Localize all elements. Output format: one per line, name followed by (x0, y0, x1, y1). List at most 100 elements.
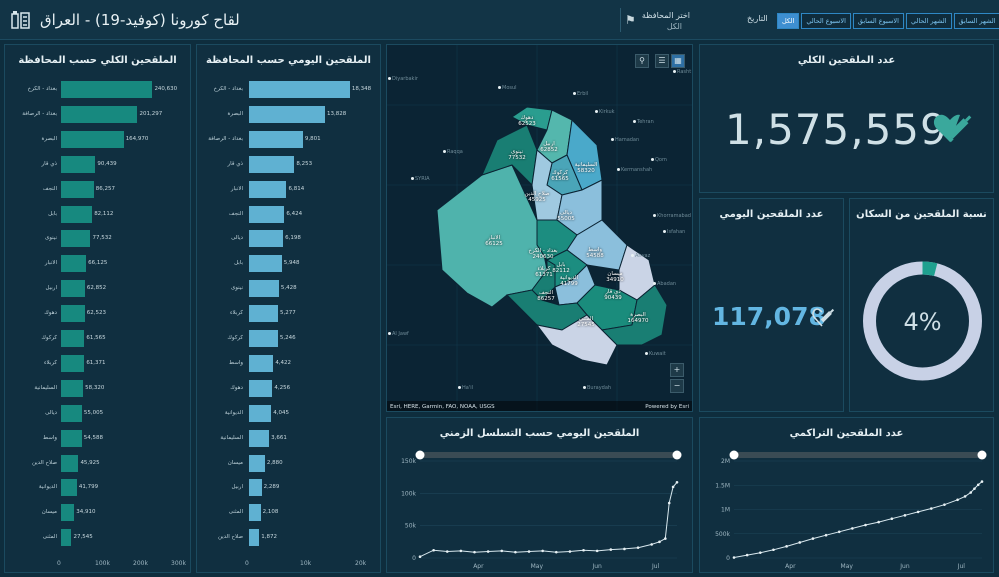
bar-row[interactable]: المثنى 2,108 (197, 504, 380, 522)
bar-row[interactable]: اربيل 2,289 (197, 479, 380, 497)
bar-row[interactable]: بغداد - الكرخ 18,348 (197, 81, 380, 98)
bar[interactable] (61, 155, 96, 173)
bar-row[interactable]: ميسان 34,910 (5, 504, 190, 522)
bar[interactable] (249, 155, 295, 173)
bar-row[interactable]: صلاح الدين 1,872 (197, 529, 380, 547)
map-list-button[interactable]: ☰ (655, 54, 669, 68)
map-region-label[interactable]: ديالى 55005 (549, 210, 583, 222)
bar-row[interactable]: السليمانية 3,661 (197, 429, 380, 447)
bar[interactable] (61, 454, 79, 472)
bar[interactable] (61, 105, 138, 123)
map-region-label[interactable]: صلاح الدين 45925 (520, 191, 554, 203)
bar[interactable] (249, 429, 270, 447)
bar-row[interactable]: بغداد - الرصافة 9,801 (197, 130, 380, 148)
bar-row[interactable]: كركوك 5,246 (197, 330, 380, 347)
bar[interactable] (61, 280, 85, 298)
bar[interactable] (249, 130, 303, 148)
bar-row[interactable]: النجف 86,257 (5, 180, 190, 198)
map-region-label[interactable]: النجف 86257 (529, 290, 563, 302)
map-region-label[interactable]: الديوانية 41799 (552, 275, 586, 287)
bar[interactable] (61, 81, 153, 98)
bar-row[interactable]: الانبار 66,125 (5, 255, 190, 273)
map-region-label[interactable]: نينوى 77532 (500, 149, 534, 161)
bar[interactable] (61, 230, 91, 248)
bar-row[interactable]: ديالى 55,005 (5, 404, 190, 422)
bar[interactable] (61, 205, 93, 223)
bar[interactable] (249, 205, 285, 223)
bar[interactable] (249, 529, 260, 547)
bar-row[interactable]: صلاح الدين 45,925 (5, 454, 190, 472)
bar[interactable] (61, 529, 72, 547)
bar-row[interactable]: الديوانية 4,045 (197, 404, 380, 422)
date-tab-current-month[interactable]: الشهر الحالي (905, 13, 952, 29)
bar-row[interactable]: واسط 54,588 (5, 429, 190, 447)
map-region-label[interactable]: كركوك 61565 (543, 170, 577, 182)
map-grid-button[interactable]: ▦ (671, 54, 685, 68)
bar-row[interactable]: ديالى 6,198 (197, 230, 380, 248)
bar[interactable] (249, 180, 287, 198)
bar[interactable] (61, 379, 84, 397)
map-region-label[interactable]: المثنى 27545 (569, 316, 603, 328)
iraq-map[interactable]: دهوك 62523 اربيل 62852 نينوى 77532 السليمانية 5… (386, 44, 693, 412)
bar[interactable] (61, 305, 85, 323)
map-region-label[interactable]: بغداد - الكرخ 240630 (526, 248, 560, 260)
map-region-label[interactable]: السليمانية 58320 (569, 162, 603, 174)
zoom-out-button[interactable]: − (670, 379, 684, 393)
bar[interactable] (249, 105, 326, 123)
bar[interactable] (249, 330, 278, 347)
province-filter[interactable]: ⚑ اختر المحافظة الكل (620, 8, 730, 32)
bar-row[interactable]: ميسان 2,880 (197, 454, 380, 472)
bar[interactable] (249, 305, 279, 323)
bar-row[interactable]: السليمانية 58,320 (5, 379, 190, 397)
bar-row[interactable]: كركوك 61,565 (5, 330, 190, 347)
bar[interactable] (249, 280, 279, 298)
bar-row[interactable]: المثنى 27,545 (5, 529, 190, 547)
date-tab-current-week[interactable]: الاسبوع الحالي (801, 13, 851, 29)
bar-row[interactable]: واسط 4,422 (197, 354, 380, 372)
date-tab-previous-week[interactable]: الاسبوع السابق (852, 13, 904, 29)
bar[interactable] (249, 504, 261, 522)
map-region-label[interactable]: ميسان 34910 (598, 271, 632, 283)
map-region-label[interactable]: الانبار 66125 (477, 235, 511, 247)
map-region-label[interactable]: دهوك 62523 (510, 115, 544, 127)
bar-row[interactable]: نينوى 5,428 (197, 280, 380, 298)
bar[interactable] (61, 504, 75, 522)
bar-row[interactable]: بابل 5,948 (197, 255, 380, 273)
bar[interactable] (61, 429, 82, 447)
map-region-label[interactable]: اربيل 62852 (532, 141, 566, 153)
bar-row[interactable]: كربلاء 5,277 (197, 305, 380, 323)
bar-row[interactable]: البصرة 13,828 (197, 105, 380, 123)
bar[interactable] (249, 454, 265, 472)
bar[interactable] (61, 479, 77, 497)
bar-row[interactable]: دهوك 4,256 (197, 379, 380, 397)
bar-row[interactable]: ذي قار 8,253 (197, 155, 380, 173)
map-search-button[interactable]: ⚲ (635, 54, 649, 68)
map-region-label[interactable]: واسط 54588 (578, 247, 612, 259)
bar-row[interactable]: النجف 6,424 (197, 205, 380, 223)
map-region-label[interactable]: ذي قار 90439 (596, 289, 630, 301)
bar[interactable] (61, 330, 85, 347)
bar[interactable] (249, 230, 284, 248)
bar-row[interactable]: نينوى 77,532 (5, 230, 190, 248)
map-powered-by[interactable]: Powered by Esri (645, 404, 689, 410)
bar-row[interactable]: بابل 82,112 (5, 205, 190, 223)
bar-row[interactable]: بغداد - الكرخ 240,630 (5, 81, 190, 98)
bar-row[interactable]: كربلاء 61,371 (5, 354, 190, 372)
bar[interactable] (249, 379, 273, 397)
bar-row[interactable]: ذي قار 90,439 (5, 155, 190, 173)
bar[interactable] (249, 354, 274, 372)
bar[interactable] (61, 130, 124, 148)
bar[interactable] (249, 479, 262, 497)
bar-row[interactable]: الانبار 6,814 (197, 180, 380, 198)
bar[interactable] (61, 255, 87, 273)
bar[interactable] (249, 81, 350, 98)
bar[interactable] (249, 255, 282, 273)
bar[interactable] (249, 404, 272, 422)
bar-row[interactable]: دهوك 62,523 (5, 305, 190, 323)
map-region-label[interactable]: كربلاء 61371 (527, 266, 561, 278)
bar-row[interactable]: اربيل 62,852 (5, 280, 190, 298)
zoom-in-button[interactable]: + (670, 363, 684, 377)
bar[interactable] (61, 404, 82, 422)
map-region-label[interactable]: البصرة 164970 (621, 312, 655, 324)
bar-row[interactable]: الديوانية 41,799 (5, 479, 190, 497)
